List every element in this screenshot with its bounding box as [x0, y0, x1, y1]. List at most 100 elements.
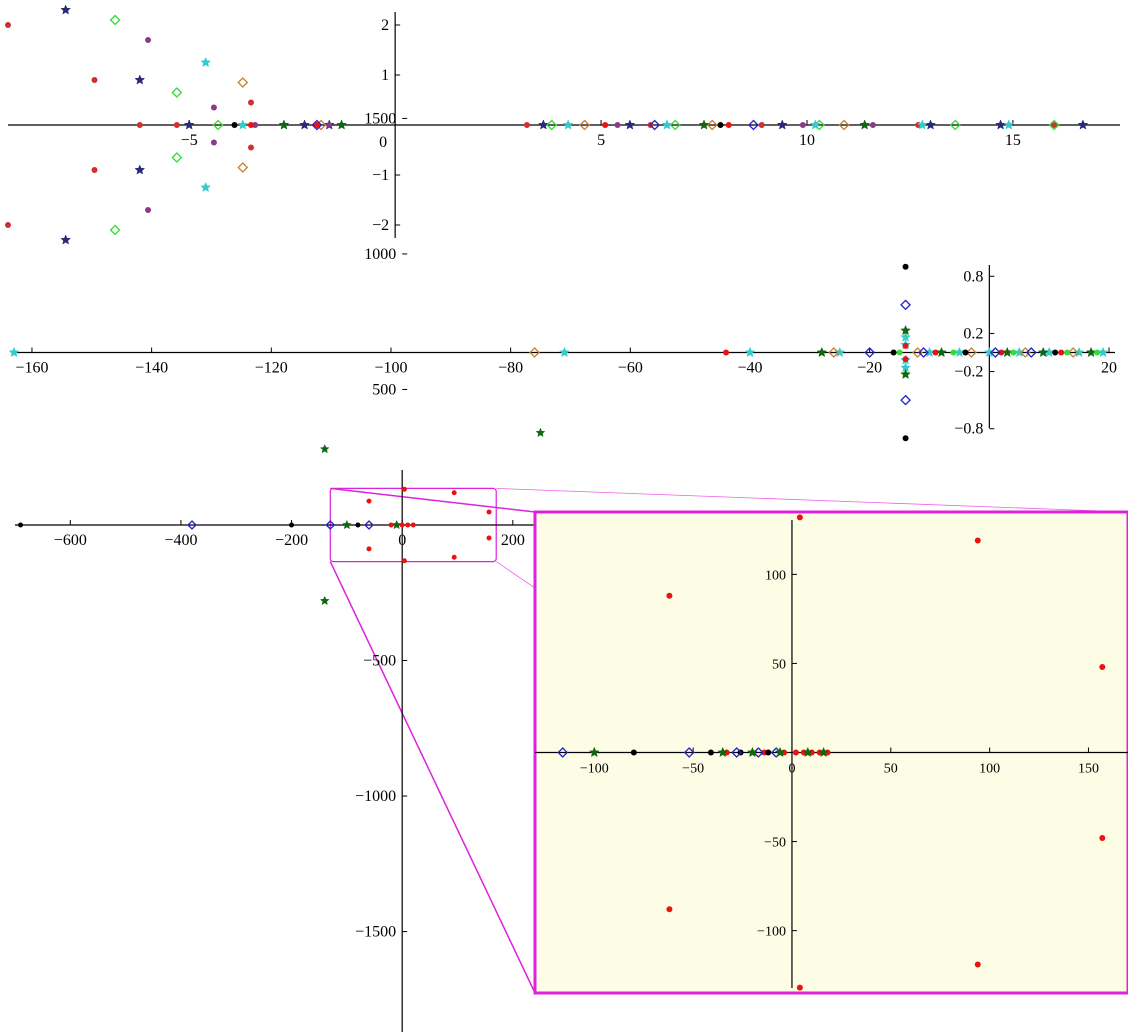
data-point — [364, 520, 374, 530]
data-point — [717, 746, 729, 758]
y-tick-label: 0.8 — [963, 268, 983, 285]
data-point — [200, 181, 212, 193]
y-tick-label: −1000 — [355, 788, 396, 805]
data-point — [900, 299, 911, 311]
data-point — [538, 119, 549, 130]
data-point — [965, 347, 977, 358]
data-point — [902, 342, 909, 349]
data-point — [723, 349, 730, 356]
x-tick-label: 20 — [1101, 360, 1117, 377]
data-point — [949, 119, 961, 131]
x-tick-label: 0 — [398, 532, 406, 549]
data-point — [388, 522, 394, 528]
data-point — [18, 522, 24, 528]
data-point — [336, 119, 347, 130]
data-point — [962, 349, 969, 356]
data-point — [802, 746, 814, 758]
data-point — [1064, 349, 1071, 356]
data-point — [809, 119, 821, 130]
x-tick-label: −160 — [15, 360, 48, 377]
data-point — [183, 119, 195, 130]
data-point — [989, 347, 1001, 358]
data-point — [758, 122, 765, 128]
data-point — [900, 324, 911, 336]
data-point — [109, 224, 121, 236]
data-point — [1025, 347, 1037, 358]
y-tick-label: 1000 — [364, 246, 396, 263]
data-point — [1094, 349, 1101, 356]
data-point — [1052, 349, 1059, 356]
data-point — [818, 746, 829, 758]
data-point — [341, 519, 352, 530]
data-point — [546, 119, 558, 131]
data-point — [717, 122, 724, 128]
data-point — [247, 122, 254, 128]
data-point — [145, 37, 152, 43]
data-point — [391, 519, 402, 530]
y-tick-label: −50 — [764, 836, 786, 851]
data-point — [5, 22, 11, 28]
data-point — [237, 119, 249, 130]
y-tick-label: −0.8 — [954, 421, 983, 438]
data-point — [278, 119, 290, 130]
x-tick-label: −200 — [275, 532, 308, 549]
data-point — [523, 122, 530, 128]
data-point — [171, 152, 183, 163]
data-point — [486, 509, 492, 515]
data-point — [838, 119, 850, 131]
data-point — [134, 74, 146, 85]
data-point — [355, 522, 361, 528]
y-tick-label: 0.2 — [963, 325, 983, 342]
data-point — [252, 122, 259, 128]
data-point — [698, 119, 710, 130]
x-tick-label: 50 — [884, 762, 898, 777]
data-point — [864, 347, 876, 358]
x-tick-label: 150 — [1078, 762, 1099, 777]
y-tick-label: −1500 — [355, 924, 396, 941]
data-point — [410, 522, 416, 528]
data-point — [1010, 349, 1017, 356]
data-point — [319, 443, 330, 454]
data-point — [816, 346, 828, 358]
data-point — [451, 554, 457, 560]
x-tick-label: 200 — [501, 532, 525, 549]
data-point — [399, 522, 405, 528]
data-point — [1067, 347, 1079, 358]
data-point — [995, 119, 1006, 130]
data-point — [1099, 663, 1106, 670]
data-point — [669, 119, 681, 131]
y-tick-label: 1500 — [364, 110, 396, 127]
y-tick-label: −0.2 — [954, 364, 983, 381]
data-point — [145, 207, 152, 213]
data-point — [136, 122, 143, 128]
x-tick-label: −80 — [498, 360, 523, 377]
data-point — [706, 119, 718, 131]
data-point — [247, 144, 254, 151]
data-point — [902, 435, 909, 442]
data-point — [902, 356, 909, 363]
data-point — [289, 522, 295, 528]
data-point — [614, 122, 621, 128]
data-point — [630, 749, 637, 756]
x-tick-label: −120 — [255, 360, 288, 377]
data-point — [210, 104, 217, 111]
plot-2: −160 −140 −120 −100 −80 −60 −40 −20 20 −0.8 −0.2 0.… — [8, 263, 1117, 442]
data-point — [401, 558, 407, 564]
data-point — [247, 99, 254, 106]
data-point — [1099, 835, 1106, 842]
y-tick-label: 50 — [772, 657, 786, 672]
data-point — [5, 222, 11, 228]
y-tick-label: −100 — [757, 925, 786, 940]
x-tick-label: 5 — [597, 132, 605, 149]
data-point — [60, 4, 72, 15]
data-point — [932, 349, 939, 356]
zoom-connector-line — [329, 561, 536, 994]
data-point — [237, 162, 249, 173]
data-point — [1037, 346, 1049, 358]
data-point — [529, 347, 541, 358]
data-point — [237, 77, 249, 88]
data-point — [731, 747, 743, 758]
data-point — [200, 56, 212, 68]
data-point — [683, 747, 695, 758]
